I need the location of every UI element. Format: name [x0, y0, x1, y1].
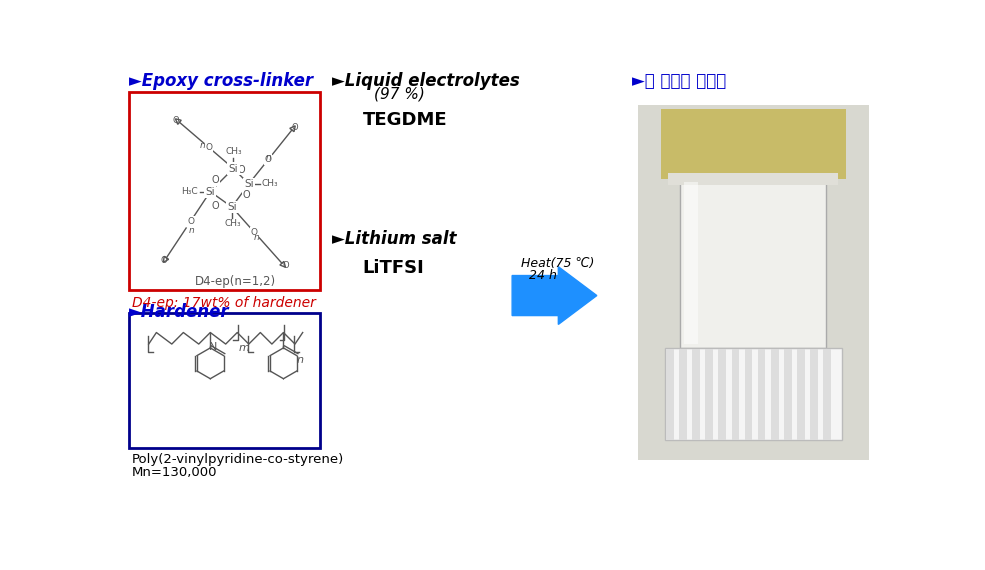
Text: Si: Si: [227, 202, 236, 212]
Text: ►Lithium salt: ►Lithium salt: [332, 230, 457, 248]
Text: N: N: [209, 342, 217, 352]
Bar: [684, 182, 697, 344]
Bar: [637, 105, 869, 459]
Bar: [745, 349, 753, 439]
Bar: [129, 92, 320, 290]
Text: 24 h: 24 h: [529, 269, 557, 282]
Text: O: O: [282, 261, 289, 270]
Text: LiTFSI: LiTFSI: [362, 259, 425, 278]
Bar: [757, 349, 765, 439]
Text: Mn=130,000: Mn=130,000: [132, 466, 218, 479]
Bar: [784, 349, 792, 439]
Bar: [680, 349, 687, 439]
Text: m: m: [238, 343, 249, 353]
Bar: [661, 109, 845, 178]
Text: CH₃: CH₃: [226, 147, 242, 156]
Text: O: O: [265, 155, 272, 164]
Bar: [129, 314, 320, 448]
Text: n: n: [200, 141, 206, 150]
Text: O: O: [292, 123, 298, 132]
Text: Heat(75 ℃): Heat(75 ℃): [521, 256, 595, 270]
Bar: [692, 349, 700, 439]
Text: O: O: [206, 143, 213, 152]
Text: (97 %): (97 %): [374, 87, 426, 102]
Text: ►곊 고분자 전해질: ►곊 고분자 전해질: [632, 72, 727, 90]
Text: n: n: [189, 226, 195, 235]
Text: ►Hardener: ►Hardener: [129, 303, 230, 321]
Text: O: O: [237, 165, 245, 174]
FancyArrow shape: [512, 267, 597, 324]
Text: n: n: [296, 355, 303, 365]
Text: ►Epoxy cross-linker: ►Epoxy cross-linker: [129, 72, 313, 90]
Text: TEGDME: TEGDME: [362, 111, 447, 129]
Bar: [718, 349, 726, 439]
Text: CH₃: CH₃: [261, 180, 278, 189]
Text: O: O: [187, 217, 194, 226]
Text: n: n: [253, 233, 259, 242]
Text: O: O: [242, 190, 250, 201]
Text: Poly(2-vinylpyridine-co-styrene): Poly(2-vinylpyridine-co-styrene): [132, 453, 344, 466]
Text: O: O: [172, 116, 178, 125]
Text: ►Liquid electrolytes: ►Liquid electrolytes: [332, 72, 520, 90]
Bar: [680, 178, 826, 348]
Bar: [705, 349, 713, 439]
Bar: [823, 349, 831, 439]
Bar: [666, 349, 674, 439]
Bar: [810, 349, 818, 439]
Text: O: O: [251, 228, 258, 237]
Text: CH₃: CH₃: [225, 219, 241, 229]
Bar: [771, 349, 778, 439]
Bar: [669, 173, 838, 185]
Text: Si: Si: [229, 164, 238, 173]
Text: O: O: [161, 256, 166, 265]
Text: Si: Si: [244, 179, 253, 189]
Bar: [665, 348, 842, 440]
Text: H₃C: H₃C: [181, 187, 198, 196]
Text: O: O: [211, 201, 219, 211]
Text: Si: Si: [206, 186, 215, 197]
Text: O: O: [212, 175, 220, 185]
Text: D4-ep(n=1,2): D4-ep(n=1,2): [195, 275, 276, 288]
Text: D4-ep: 17wt% of hardener: D4-ep: 17wt% of hardener: [132, 296, 315, 310]
Bar: [732, 349, 740, 439]
Bar: [797, 349, 805, 439]
Text: n: n: [266, 153, 272, 162]
